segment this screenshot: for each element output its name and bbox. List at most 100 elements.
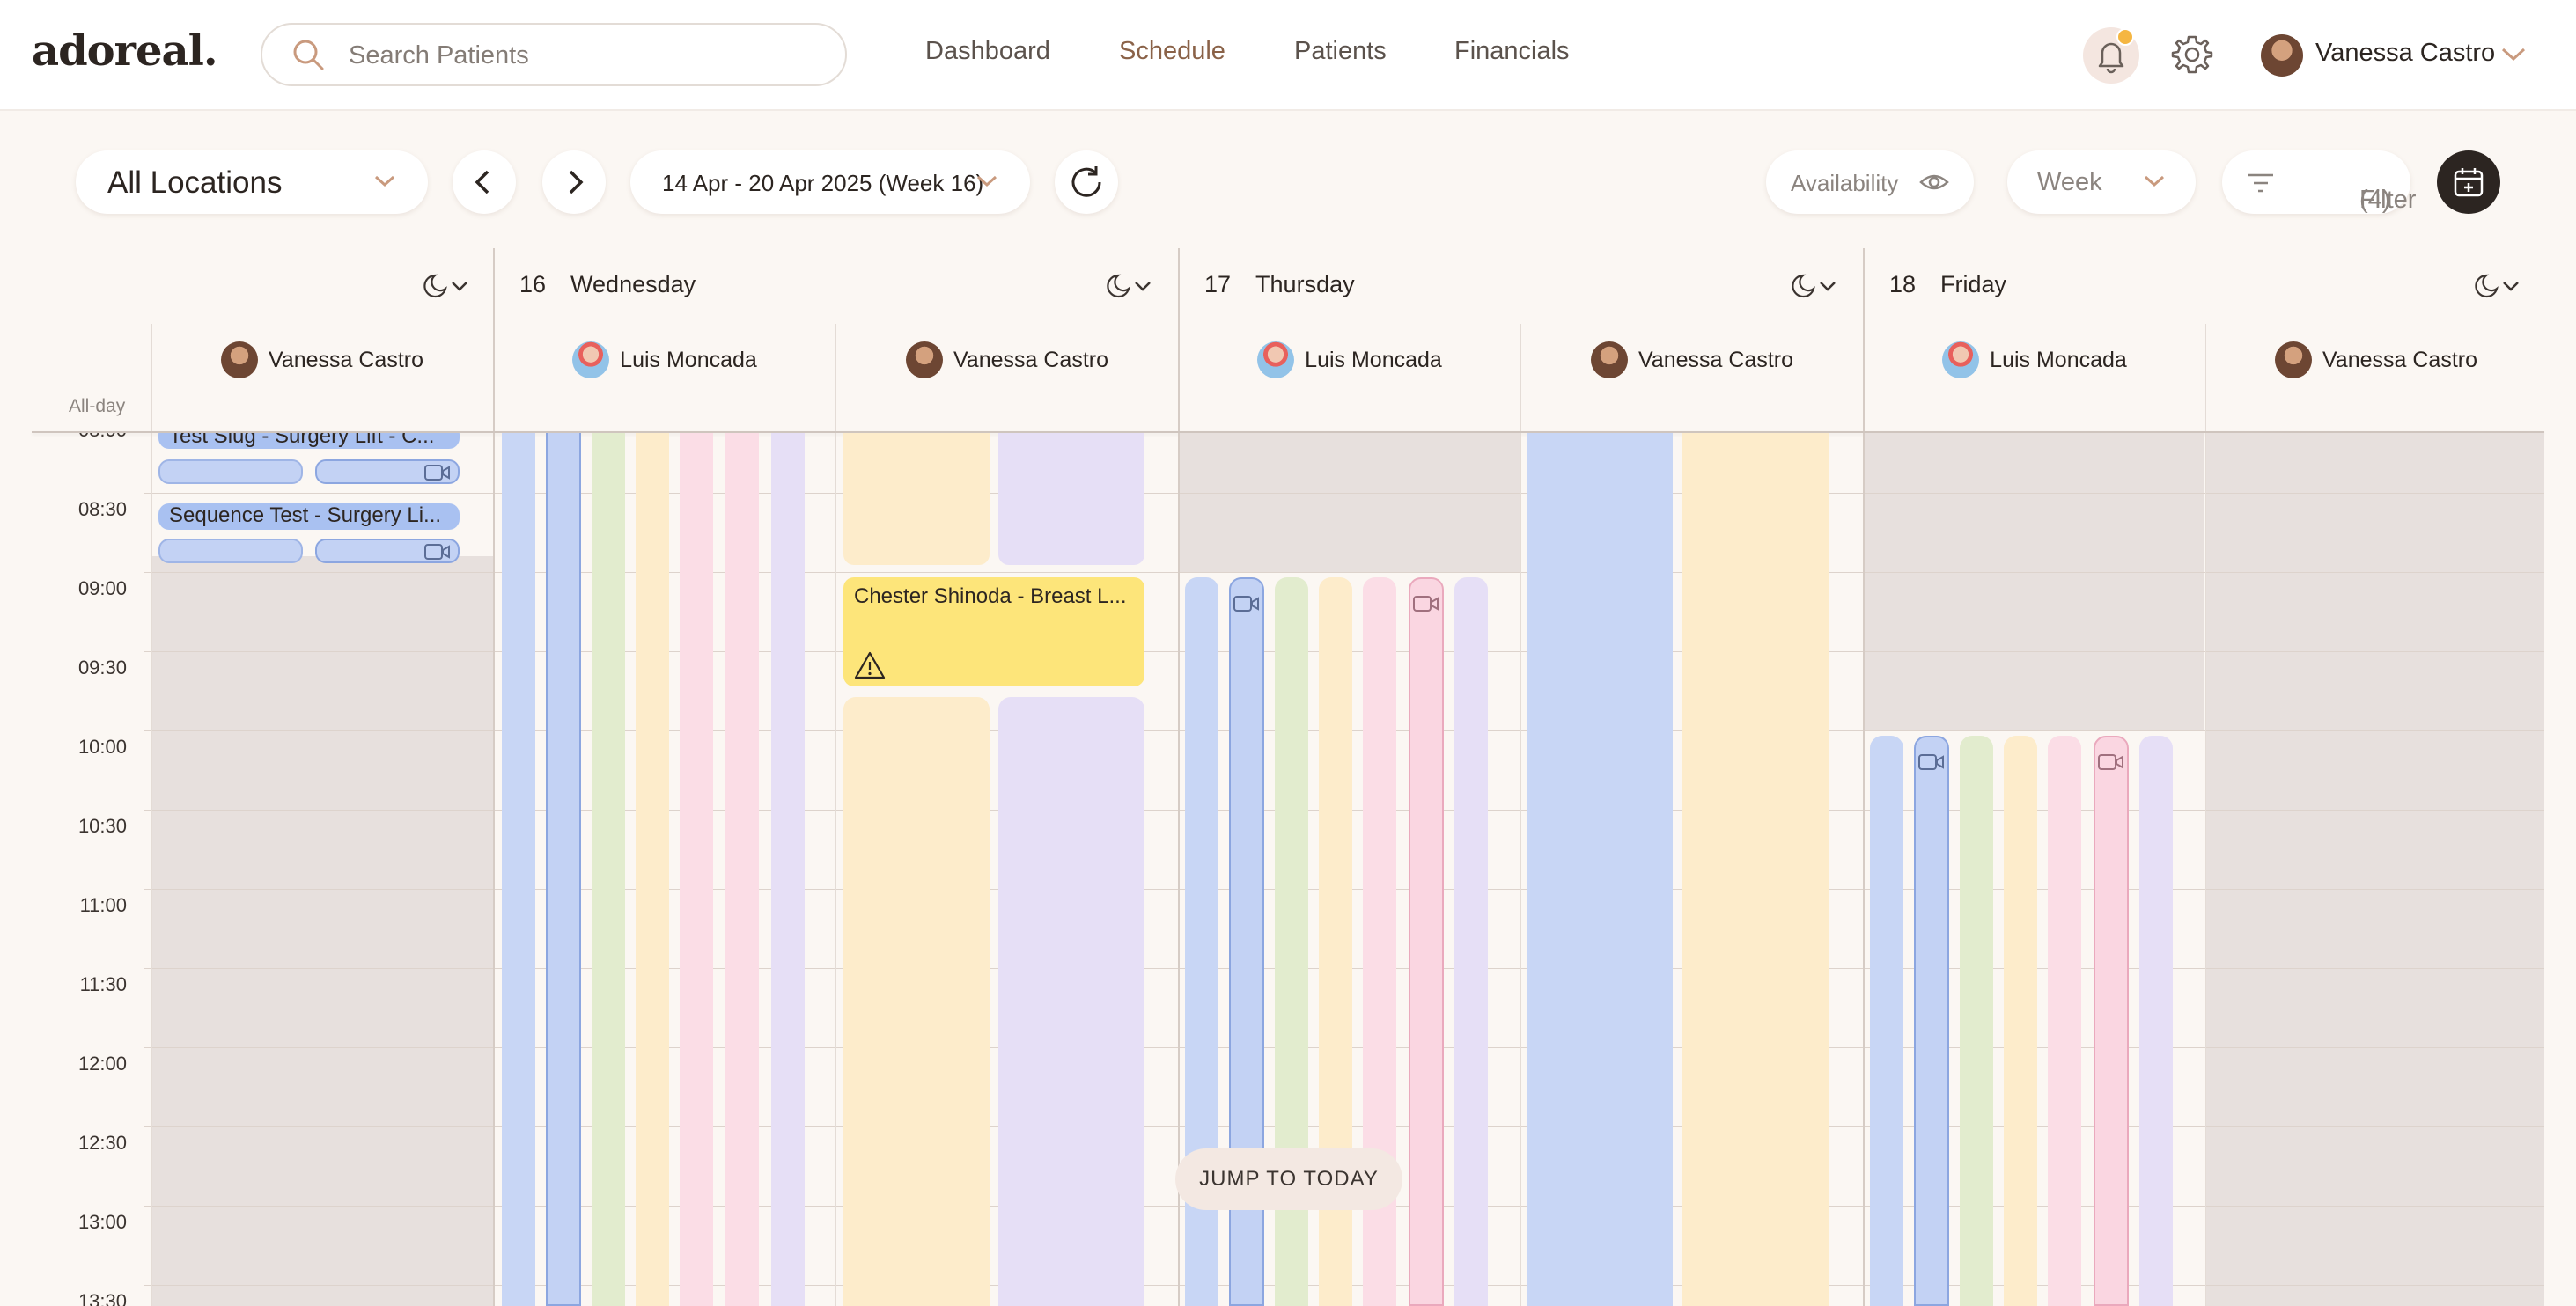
provider-header: Vanessa Castro <box>2206 338 2546 382</box>
availability-bar[interactable] <box>592 433 625 1306</box>
time-label: 11:00 <box>79 894 127 916</box>
time-grid[interactable]: 08:00 08:30 09:00 09:30 10:00 10:30 11:0… <box>0 433 2576 1306</box>
next-week-button[interactable] <box>542 150 606 214</box>
availability-bar[interactable] <box>1870 736 1903 1306</box>
availability-toggle[interactable]: Availability <box>1766 150 1974 214</box>
provider-avatar <box>1257 341 1295 378</box>
day-header-friday[interactable]: 18 Friday <box>1889 271 2007 297</box>
provider-avatar <box>2274 341 2312 378</box>
availability-bar[interactable] <box>636 433 669 1306</box>
day-divider <box>493 433 495 1306</box>
appointment-slot[interactable] <box>158 459 303 484</box>
moon-icon[interactable] <box>1104 273 1155 299</box>
appointment-slot[interactable] <box>315 539 460 563</box>
notification-dot <box>2116 28 2134 46</box>
nav-dashboard[interactable]: Dashboard <box>925 37 1050 65</box>
header-divider <box>32 431 2544 433</box>
availability-block[interactable] <box>843 433 990 565</box>
filter-button[interactable]: Filter (4) <box>2222 150 2416 214</box>
nav-schedule[interactable]: Schedule <box>1119 37 1225 65</box>
notifications-button[interactable] <box>2083 27 2139 84</box>
date-range-label: 14 Apr - 20 Apr 2025 (Week 16) <box>662 170 984 196</box>
week-calendar: 16 Wednesday 17 Thursday 18 Friday Vanessa … <box>0 248 2576 1306</box>
location-label: All Locations <box>107 165 283 200</box>
appointment-slot[interactable] <box>315 459 460 484</box>
user-name[interactable]: Vanessa Castro <box>2315 39 2496 67</box>
provider-header: Luis Moncada <box>495 338 835 382</box>
availability-bar[interactable] <box>680 433 713 1306</box>
column-divider <box>835 433 836 1306</box>
date-range-select[interactable]: 14 Apr - 20 Apr 2025 (Week 16) <box>630 150 1030 214</box>
gear-icon[interactable] <box>2169 32 2215 77</box>
video-icon <box>1918 754 1944 770</box>
video-icon <box>1413 596 1439 612</box>
chevron-down-icon <box>2144 175 2165 187</box>
brand-logo[interactable]: adoreal. <box>32 26 218 76</box>
time-label: 11:30 <box>79 973 127 995</box>
unavailable-block <box>2206 433 2544 1306</box>
provider-header: Luis Moncada <box>1180 338 1520 382</box>
filter-count: (4) <box>2359 186 2391 214</box>
moon-icon[interactable] <box>421 273 472 299</box>
chevron-down-icon <box>976 175 997 187</box>
moon-icon[interactable] <box>1789 273 1840 299</box>
new-appointment-button[interactable] <box>2437 150 2500 214</box>
availability-block[interactable] <box>843 697 990 1306</box>
column-divider <box>2205 324 2206 431</box>
bell-icon <box>2098 42 2124 74</box>
availability-bar[interactable] <box>1409 577 1444 1306</box>
availability-bar[interactable] <box>2094 736 2129 1306</box>
search-box[interactable] <box>261 23 847 86</box>
appointment-slot[interactable] <box>158 539 303 563</box>
grid-line <box>144 493 2544 494</box>
moon-icon[interactable] <box>2472 273 2523 299</box>
warning-icon <box>854 651 886 679</box>
column-divider <box>151 324 152 431</box>
refresh-button[interactable] <box>1055 150 1118 214</box>
time-label: 08:00 <box>0 433 127 442</box>
availability-bar[interactable] <box>771 433 805 1306</box>
unavailable-block <box>151 556 493 1306</box>
availability-bar[interactable] <box>1914 736 1949 1306</box>
time-label: 13:30 <box>77 1290 127 1306</box>
chevron-down-icon[interactable] <box>2500 46 2527 63</box>
availability-block[interactable] <box>998 697 1144 1306</box>
search-icon <box>293 40 324 70</box>
provider-header: Luis Moncada <box>1865 338 2204 382</box>
availability-block[interactable] <box>1527 433 1673 1306</box>
availability-bar[interactable] <box>1454 577 1488 1306</box>
availability-bar[interactable] <box>546 433 581 1306</box>
availability-block[interactable] <box>1682 433 1829 1306</box>
calendar-add-icon <box>2454 168 2484 197</box>
appointment-event[interactable]: Chester Shinoda - Breast L... <box>843 577 1144 686</box>
nav-patients[interactable]: Patients <box>1294 37 1387 65</box>
provider-avatar <box>220 341 258 378</box>
search-input[interactable] <box>349 37 806 74</box>
user-avatar[interactable] <box>2261 34 2303 77</box>
chevron-right-icon <box>569 170 584 194</box>
appointment-event[interactable]: Sequence Test - Surgery Li... <box>158 503 460 530</box>
view-select[interactable]: Week <box>2007 150 2196 214</box>
provider-header: Vanessa Castro <box>151 338 493 382</box>
day-divider <box>1178 433 1180 1306</box>
jump-to-today-button[interactable]: JUMP TO TODAY <box>1175 1148 1402 1210</box>
previous-week-button[interactable] <box>453 150 516 214</box>
nav-financials[interactable]: Financials <box>1454 37 1570 65</box>
view-label: Week <box>2037 168 2102 196</box>
availability-bar[interactable] <box>2048 736 2081 1306</box>
availability-bar[interactable] <box>2139 736 2173 1306</box>
day-header-wednesday[interactable]: 16 Wednesday <box>519 271 696 297</box>
video-icon <box>424 544 450 560</box>
appointment-event[interactable]: Test Slug - Surgery Lift - C... <box>158 433 460 449</box>
top-navigation: adoreal. Dashboard Schedule Patients Fin… <box>0 0 2576 111</box>
location-select[interactable]: All Locations <box>76 150 428 214</box>
availability-bar[interactable] <box>1960 736 1993 1306</box>
column-divider <box>1520 324 1521 431</box>
availability-bar[interactable] <box>2004 736 2037 1306</box>
availability-bar[interactable] <box>502 433 535 1306</box>
day-header-thursday[interactable]: 17 Thursday <box>1204 271 1355 297</box>
video-icon <box>1233 596 1259 612</box>
availability-block[interactable] <box>998 433 1144 565</box>
availability-bar[interactable] <box>725 433 759 1306</box>
time-label: 10:30 <box>77 815 127 837</box>
